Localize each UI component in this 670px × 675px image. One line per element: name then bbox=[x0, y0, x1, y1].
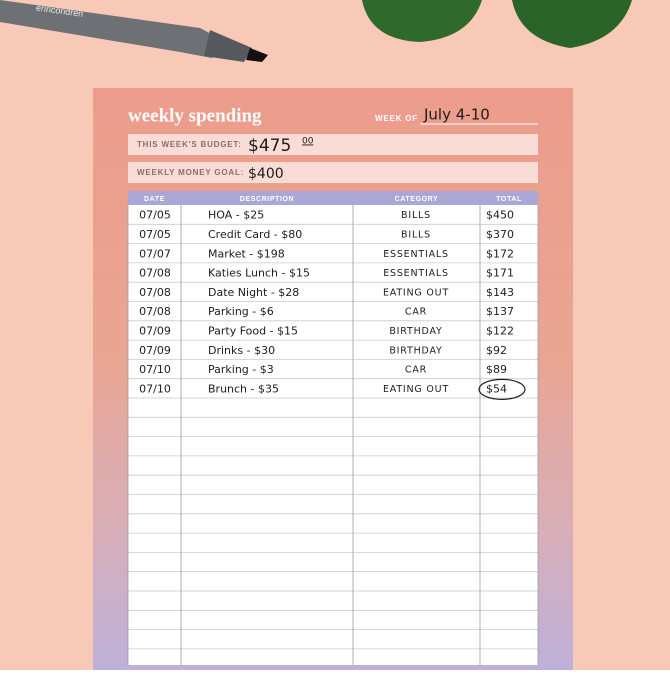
total: $54 bbox=[486, 382, 507, 395]
total: $143 bbox=[486, 286, 514, 299]
title: weekly spending bbox=[128, 105, 262, 126]
category: BIRTHDAY bbox=[389, 345, 442, 356]
total: $92 bbox=[486, 344, 507, 357]
date: 07/10 bbox=[139, 382, 171, 395]
total: $370 bbox=[486, 228, 514, 241]
description: HOA - $25 bbox=[208, 209, 264, 222]
table-header bbox=[128, 191, 538, 205]
total: $172 bbox=[486, 247, 514, 260]
description: Party Food - $15 bbox=[208, 324, 298, 337]
category: BIRTHDAY bbox=[389, 326, 442, 337]
circle-mark bbox=[478, 378, 526, 400]
category: EATING OUT bbox=[383, 287, 449, 298]
total: $89 bbox=[486, 363, 507, 376]
category: BILLS bbox=[401, 229, 431, 240]
description: Parking - $6 bbox=[208, 305, 274, 318]
pen: erincondren bbox=[0, 0, 268, 62]
description: Credit Card - $80 bbox=[208, 228, 302, 241]
description: Date Night - $28 bbox=[208, 286, 299, 299]
category: ESSENTIALS bbox=[383, 268, 449, 279]
leaf bbox=[362, 0, 482, 42]
budget-label: THIS WEEK'S BUDGET: bbox=[137, 140, 242, 149]
date: 07/08 bbox=[139, 286, 171, 299]
goal-label: WEEKLY MONEY GOAL: bbox=[137, 168, 244, 177]
total: $450 bbox=[486, 209, 514, 222]
date: 07/05 bbox=[139, 228, 171, 241]
goal-amount: $400 bbox=[248, 166, 284, 182]
date: 07/07 bbox=[139, 247, 171, 260]
date: 07/08 bbox=[139, 267, 171, 280]
total: $122 bbox=[486, 324, 514, 337]
goal-bar bbox=[128, 162, 538, 183]
total: $137 bbox=[486, 305, 514, 318]
category: EATING OUT bbox=[383, 384, 449, 395]
date: 07/05 bbox=[139, 209, 171, 222]
total: $171 bbox=[486, 267, 514, 280]
description: Drinks - $30 bbox=[208, 344, 275, 357]
column-header: TOTAL bbox=[496, 196, 522, 203]
date: 07/10 bbox=[139, 363, 171, 376]
week-label: WEEK OF bbox=[375, 114, 418, 123]
table: DATE DESCRIPTION CATEGORY TOTAL 07/05 HOA - $… bbox=[127, 191, 539, 665]
description: Market - $198 bbox=[208, 247, 285, 260]
table-body bbox=[128, 191, 538, 665]
description: Katies Lunch - $15 bbox=[208, 267, 310, 280]
category: BILLS bbox=[401, 210, 431, 221]
leaf bbox=[512, 0, 632, 48]
budget-amount: $475 bbox=[248, 136, 291, 156]
description: Parking - $3 bbox=[208, 363, 274, 376]
date: 07/08 bbox=[139, 305, 171, 318]
column-header: DATE bbox=[144, 196, 165, 203]
date: 07/09 bbox=[139, 324, 171, 337]
date: 07/09 bbox=[139, 344, 171, 357]
category: ESSENTIALS bbox=[383, 249, 449, 260]
column-header: CATEGORY bbox=[395, 196, 439, 203]
category: CAR bbox=[405, 365, 427, 376]
budget-bar bbox=[128, 134, 538, 155]
column-header: DESCRIPTION bbox=[240, 196, 294, 203]
budget-cents: 00 bbox=[302, 137, 314, 147]
week-value: July 4-10 bbox=[423, 106, 490, 124]
description: Brunch - $35 bbox=[208, 382, 279, 395]
category: CAR bbox=[405, 307, 427, 318]
